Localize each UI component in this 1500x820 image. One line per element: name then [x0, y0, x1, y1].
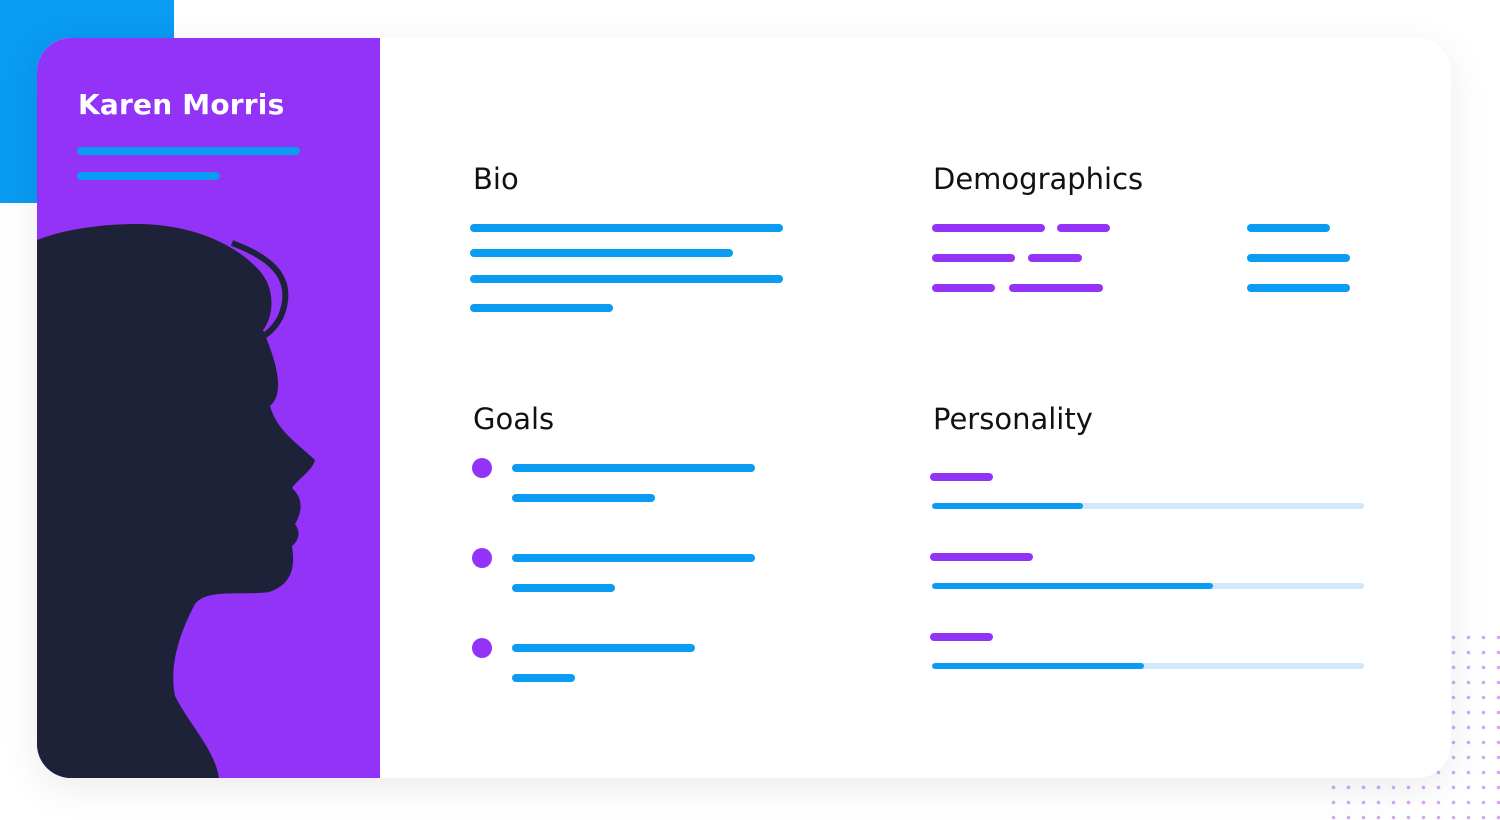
- demographic-label-line: [1057, 224, 1110, 232]
- bullet-dot-icon: [472, 548, 492, 568]
- personality-heading: Personality: [933, 402, 1093, 436]
- goal-text-line: [512, 554, 755, 562]
- personality-trait-label: [930, 553, 1033, 561]
- bio-text-line: [470, 224, 783, 232]
- personality-trait-meter: [932, 503, 1364, 509]
- demographics-heading: Demographics: [933, 162, 1144, 196]
- demographic-label-line: [1028, 254, 1082, 262]
- bio-text-line: [470, 249, 733, 257]
- personality-trait-fill: [932, 663, 1144, 669]
- bio-text-line: [470, 304, 613, 312]
- demographic-label-line: [1009, 284, 1103, 292]
- persona-sidebar: Karen Morris: [37, 38, 380, 778]
- demographic-value-line: [1247, 224, 1330, 232]
- persona-name: Karen Morris: [78, 88, 285, 121]
- personality-trait-fill: [932, 583, 1213, 589]
- goals-heading: Goals: [473, 402, 555, 436]
- name-subtitle-placeholder-2: [77, 172, 220, 180]
- demographic-label-line: [932, 284, 995, 292]
- demographic-value-line: [1247, 284, 1350, 292]
- personality-trait-label: [930, 473, 993, 481]
- name-subtitle-placeholder-1: [77, 147, 300, 155]
- goal-text-line: [512, 584, 615, 592]
- persona-card: Karen Morris Bio Demographics Goals: [37, 38, 1451, 778]
- bio-text-line: [470, 275, 783, 283]
- personality-trait-label: [930, 633, 993, 641]
- demographic-label-line: [932, 254, 1015, 262]
- goal-text-line: [512, 494, 655, 502]
- goal-text-line: [512, 464, 755, 472]
- bullet-dot-icon: [472, 458, 492, 478]
- goal-text-line: [512, 644, 695, 652]
- demographic-value-line: [1247, 254, 1350, 262]
- demographic-label-line: [932, 224, 1045, 232]
- goal-text-line: [512, 674, 575, 682]
- bullet-dot-icon: [472, 638, 492, 658]
- personality-trait-fill: [932, 503, 1084, 509]
- personality-trait-meter: [932, 663, 1364, 669]
- bio-heading: Bio: [473, 162, 519, 196]
- personality-trait-meter: [932, 583, 1364, 589]
- woman-profile-silhouette-icon: [37, 224, 315, 778]
